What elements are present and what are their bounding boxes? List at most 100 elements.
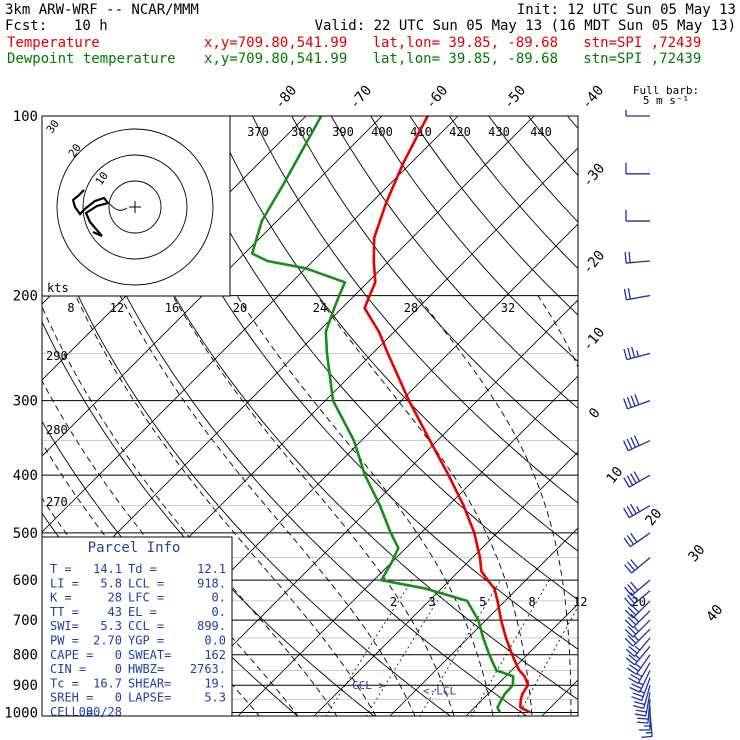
parcel-title: Parcel Info xyxy=(88,540,181,556)
wind-barb xyxy=(625,162,650,175)
parcel-value: 0 xyxy=(115,662,122,676)
mixing-ratio-label: 2 xyxy=(390,595,397,609)
wind-barb-feather xyxy=(626,396,632,408)
wind-barb-half-feather xyxy=(634,645,641,651)
moist-adiabat-line xyxy=(42,379,299,716)
parcel-value: 28 xyxy=(108,591,122,605)
lcl-marker: <-LCL xyxy=(423,684,456,697)
parcel-value: 5.3 xyxy=(100,619,122,633)
mixing-ratio-line xyxy=(517,606,578,716)
wind-barb-feather xyxy=(635,709,647,713)
isotherm-label: -20 xyxy=(580,248,609,278)
wind-barb xyxy=(631,677,651,702)
theta-label: 400 xyxy=(371,125,393,139)
parcel-value: 0. xyxy=(212,605,226,619)
dry-adiabat-label: 270 xyxy=(46,495,68,509)
isotherm-label: 40 xyxy=(703,602,726,625)
wind-barb-feather xyxy=(628,251,631,263)
speed-axis-label: 12 xyxy=(110,301,124,315)
wind-barb-feather xyxy=(627,561,636,571)
parcel-value: 918. xyxy=(197,576,226,590)
speed-axis-label: 24 xyxy=(313,301,327,315)
wind-barb-feather xyxy=(628,654,638,663)
wind-barb-half-feather xyxy=(636,506,641,512)
wind-barb-feather xyxy=(631,346,636,358)
wind-barb-feather xyxy=(636,721,648,724)
parcel-value: 0 xyxy=(115,648,122,662)
wind-barb-feather xyxy=(629,664,639,672)
wind-barb-feather xyxy=(628,677,639,685)
barb-legend-unit: 5 m s⁻¹ xyxy=(643,94,689,107)
parcel-value: 16.7 xyxy=(93,676,122,690)
wind-barb-feather xyxy=(634,394,640,405)
wind-barb xyxy=(623,394,651,410)
parcel-label: CCL = xyxy=(128,619,164,633)
wind-barb xyxy=(639,705,651,731)
wind-barb-feather xyxy=(631,696,643,702)
parcel-label: LCL = xyxy=(128,576,164,590)
wind-barb xyxy=(624,557,651,574)
wind-barb xyxy=(624,579,651,597)
init-time: Init: 12 UTC Sun 05 May 13 xyxy=(516,2,736,18)
pressure-tick-label: 200 xyxy=(13,289,38,305)
mixing-ratio-label: 5 xyxy=(479,595,486,609)
temperature-station-info: x,y=709.80,541.99 lat,lon= 39.85, -89.68… xyxy=(204,35,702,51)
wind-barb xyxy=(624,619,651,638)
wind-barb xyxy=(624,590,651,607)
isotherm-label: 0 xyxy=(586,405,604,422)
valid-time: Valid: 22 UTC Sun 05 May 13 (16 MDT Sun … xyxy=(314,18,736,34)
parcel-value: 14.1 xyxy=(93,562,122,576)
wind-barb-feather xyxy=(626,535,635,545)
wind-barb-staff xyxy=(634,646,651,666)
model-title: 3km ARW-WRF -- NCAR/MMM xyxy=(5,2,199,18)
isotherm-label: -80 xyxy=(272,83,301,113)
parcel-value: 080/28 xyxy=(79,705,122,719)
isotherm-label: -40 xyxy=(579,83,608,113)
wind-barb-feather xyxy=(624,597,633,607)
hodograph-ring xyxy=(82,154,188,260)
wind-barb-feather xyxy=(630,613,640,623)
theta-label: 390 xyxy=(332,125,354,139)
mixing-ratio-lines xyxy=(325,579,578,716)
wind-barb-feather xyxy=(627,606,637,616)
theta-label: 440 xyxy=(530,125,552,139)
theta-label: 420 xyxy=(449,125,471,139)
parcel-label: PW = xyxy=(50,634,79,648)
ccl-marker: CCL > xyxy=(352,679,385,692)
dry-adiabat-line xyxy=(566,116,578,130)
wind-barb-feather xyxy=(627,347,632,359)
parcel-label: CIN = xyxy=(50,662,86,676)
forecast-hour: 10 h xyxy=(74,18,108,34)
temperature-legend: Temperature xyxy=(7,35,100,51)
parcel-value: 2.70 xyxy=(93,634,122,648)
moist-adiabat-line xyxy=(42,305,338,716)
speed-axis-label: 16 xyxy=(165,301,179,315)
wind-barb-feather xyxy=(630,559,639,569)
wind-barb-feather xyxy=(627,616,637,626)
wind-barb-feather xyxy=(623,477,630,488)
wind-barb-feather xyxy=(625,648,635,657)
parcel-label: SREH = xyxy=(50,691,93,705)
isotherm-label: -30 xyxy=(580,161,609,191)
hodograph-ring-label: 20 xyxy=(66,141,84,159)
parcel-value: 899. xyxy=(197,619,226,633)
wind-barb-column: Full barb:5 m s⁻¹ xyxy=(623,84,699,739)
parcel-value: 19. xyxy=(204,676,226,690)
barb-legend-title: Full barb: xyxy=(633,84,699,97)
hodograph-units-label: kts xyxy=(47,281,69,295)
dry-adiabat-label: 290 xyxy=(46,349,68,363)
wind-barb-feather xyxy=(623,537,631,548)
wind-barb xyxy=(625,210,650,222)
dry-adiabat-line xyxy=(488,116,578,223)
wind-barb-feather xyxy=(633,435,640,446)
isotherm-label: 20 xyxy=(642,506,665,529)
wind-barb-feather xyxy=(632,692,644,698)
parcel-value: 0 xyxy=(115,691,122,705)
wind-barb-feather xyxy=(627,288,631,300)
mixing-ratio-line xyxy=(470,579,550,716)
isotherm-line xyxy=(465,603,578,716)
parcel-label: SHEAR= xyxy=(128,676,171,690)
wind-barb xyxy=(623,503,651,519)
speed-axis-label: 20 xyxy=(233,301,247,315)
hodograph-ring xyxy=(108,180,162,234)
